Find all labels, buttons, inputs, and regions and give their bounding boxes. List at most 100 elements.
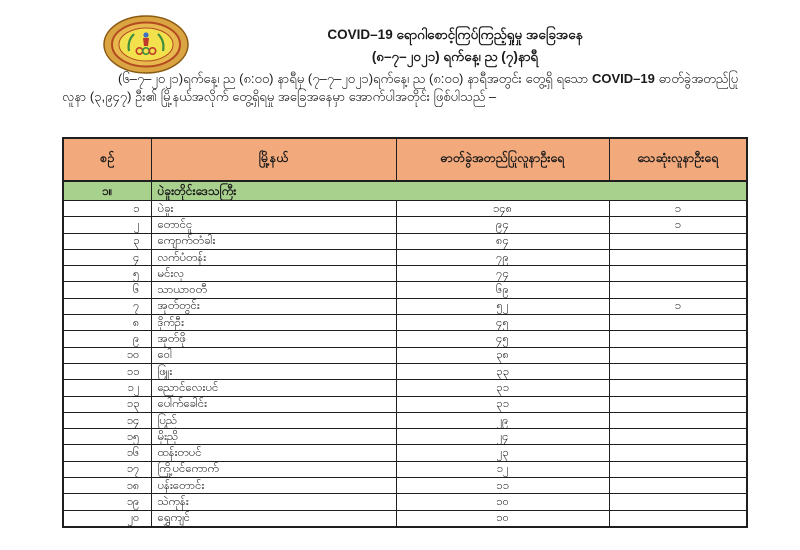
- row-township: ကြို့ပင်ကောက်: [150, 460, 397, 479]
- intro-segment-1: (၆–၇–၂၀၂၁)ရက်နေ့၊ ည (၈:၀၀) နာရီမှ (၇–၇–၂…: [118, 71, 589, 86]
- row-confirmed-count: ၂၄: [395, 428, 610, 446]
- row-township: အုတ်ဖို: [150, 330, 397, 348]
- row-death-count: [608, 428, 748, 446]
- row-serial: ၁၄: [62, 411, 152, 430]
- row-township: ကျောက်တံခါး: [150, 232, 397, 250]
- row-confirmed-count: ၈၄: [395, 232, 610, 250]
- row-serial: ၁၉: [62, 493, 152, 511]
- row-confirmed-count: ၃၃: [395, 362, 610, 381]
- table-row: ၇ အုတ်တွင်း ၅၂ ၁: [62, 297, 748, 316]
- column-header-township: မြို့နယ်: [150, 137, 397, 182]
- row-confirmed-count: ၁၀: [395, 493, 610, 511]
- table-row: ၁၀ ဝေါ ၃၈: [62, 346, 748, 364]
- table-row: ၁၂ ညောင်လေးပင် ၃၁: [62, 379, 748, 397]
- row-confirmed-count: ၃၁: [395, 395, 610, 413]
- row-township: ပြည်: [150, 411, 397, 430]
- row-township: မင်းလှ: [150, 265, 397, 283]
- row-death-count: [608, 346, 748, 364]
- table-row: ၅ မင်းလှ ၇၄: [62, 265, 748, 283]
- row-confirmed-count: ၆၉: [395, 281, 610, 299]
- row-township: ဒိုက်ဦး: [150, 314, 397, 332]
- row-confirmed-count: ၇၄: [395, 265, 610, 283]
- row-serial: ၁၇: [62, 460, 152, 479]
- row-death-count: [608, 314, 748, 332]
- row-confirmed-count: ၂၃: [395, 444, 610, 462]
- table-row: ၁၃ ပေါက်ခေါင်း ၃၁: [62, 395, 748, 413]
- row-death-count: [608, 444, 748, 462]
- row-death-count: [608, 493, 748, 511]
- row-serial: ၁၈: [62, 477, 152, 495]
- row-serial: ၇: [62, 297, 152, 316]
- table-row: ၈ ဒိုက်ဦး ၄၅: [62, 314, 748, 332]
- row-township: သာယာဝတီ: [150, 281, 397, 299]
- row-serial: ၉: [62, 330, 152, 348]
- table-row: ၁၈ ပန်းတောင်း ၁၁: [62, 477, 748, 495]
- row-death-count: [608, 232, 748, 250]
- row-confirmed-count: ၅၂: [395, 297, 610, 316]
- column-header-deaths: သေဆုံးလူနာဦးရေ: [608, 137, 748, 182]
- row-serial: ၃: [62, 232, 152, 250]
- row-confirmed-count: ၁၀: [395, 509, 610, 528]
- row-confirmed-count: ၄၅: [395, 314, 610, 332]
- row-serial: ၂: [62, 216, 152, 234]
- region-row: ၁။ ပဲခူးတိုင်းဒေသကြီး: [62, 180, 748, 201]
- row-confirmed-count: ၃၈: [395, 346, 610, 364]
- covid-township-table: စဉ် မြို့နယ် ဓာတ်ခွဲအတည်ပြုလူနာဦးရေ သေဆု…: [62, 137, 748, 528]
- row-serial: ၁၃: [62, 395, 152, 413]
- row-serial: ၂၀: [62, 509, 152, 528]
- row-confirmed-count: ၂၉: [395, 411, 610, 430]
- row-township: ရွှေကျင်: [150, 509, 397, 528]
- table-row: ၂ တောင်ငူ ၉၄ ၁: [62, 216, 748, 234]
- table-row: ၁၆ ထန်းတပင် ၂၃: [62, 444, 748, 462]
- row-serial: ၁: [62, 199, 152, 218]
- row-township: အုတ်တွင်း: [150, 297, 397, 316]
- row-death-count: [608, 248, 748, 267]
- row-death-count: [608, 362, 748, 381]
- row-township: ညောင်လေးပင်: [150, 379, 397, 397]
- row-serial: ၄: [62, 248, 152, 267]
- row-death-count: ၁: [608, 199, 748, 218]
- row-confirmed-count: ၉၄: [395, 216, 610, 234]
- row-confirmed-count: ၇၉: [395, 248, 610, 267]
- row-township: ပေါက်ခေါင်း: [150, 395, 397, 413]
- ministry-health-seal-icon: [103, 15, 189, 74]
- row-serial: ၁၆: [62, 444, 152, 462]
- document-title: COVID–19 ရောဂါစောင့်ကြပ်ကြည့်ရှုမှု အခြေ…: [327, 27, 583, 42]
- row-township: ပဲခူး: [150, 199, 397, 218]
- row-confirmed-count: ၁၁: [395, 477, 610, 495]
- row-death-count: [608, 281, 748, 299]
- row-township: ထန်းတပင်: [150, 444, 397, 462]
- row-serial: ၁၅: [62, 428, 152, 446]
- table-row: ၄ လက်ပံတန်း ၇၉: [62, 248, 748, 267]
- table-row: ၁၉ သဲကုန်း ၁၀: [62, 493, 748, 511]
- row-death-count: [608, 265, 748, 283]
- region-serial: ၁။: [62, 180, 152, 201]
- row-township: ပန်းတောင်း: [150, 477, 397, 495]
- row-township: လက်ပံတန်း: [150, 248, 397, 267]
- row-death-count: [608, 411, 748, 430]
- table-row: ၃ ကျောက်တံခါး ၈၄: [62, 232, 748, 250]
- row-serial: ၁၀: [62, 346, 152, 364]
- table-row: ၁၄ ပြည် ၂၉: [62, 411, 748, 430]
- row-death-count: [608, 379, 748, 397]
- table-header-row: စဉ် မြို့နယ် ဓာတ်ခွဲအတည်ပြုလူနာဦးရေ သေဆု…: [62, 137, 748, 182]
- row-serial: ၁၁: [62, 362, 152, 381]
- table-row: ၁၁ ဖြူး ၃၃: [62, 362, 748, 381]
- row-serial: ၁၂: [62, 379, 152, 397]
- column-header-no: စဉ်: [62, 137, 152, 182]
- table-row: ၂၀ ရွှေကျင် ၁၀: [62, 509, 748, 528]
- row-township: ဝေါ: [150, 346, 397, 364]
- row-serial: ၈: [62, 314, 152, 332]
- row-death-count: [608, 330, 748, 348]
- row-township: တောင်ငူ: [150, 216, 397, 234]
- row-death-count: ၁: [608, 216, 748, 234]
- table-row: ၆ သာယာဝတီ ၆၉: [62, 281, 748, 299]
- table-row: ၁ ပဲခူး ၁၄၈ ၁: [62, 199, 748, 218]
- row-serial: ၅: [62, 265, 152, 283]
- column-header-confirmed: ဓာတ်ခွဲအတည်ပြုလူနာဦးရေ: [395, 137, 610, 182]
- covid-label: COVID–19: [592, 71, 655, 86]
- row-confirmed-count: ၃၁: [395, 379, 610, 397]
- row-confirmed-count: ၁၄၈: [395, 199, 610, 218]
- document-subtitle: (၈–၇–၂၀၂၁) ရက်နေ့၊ ည (၇)နာရီ: [371, 49, 539, 64]
